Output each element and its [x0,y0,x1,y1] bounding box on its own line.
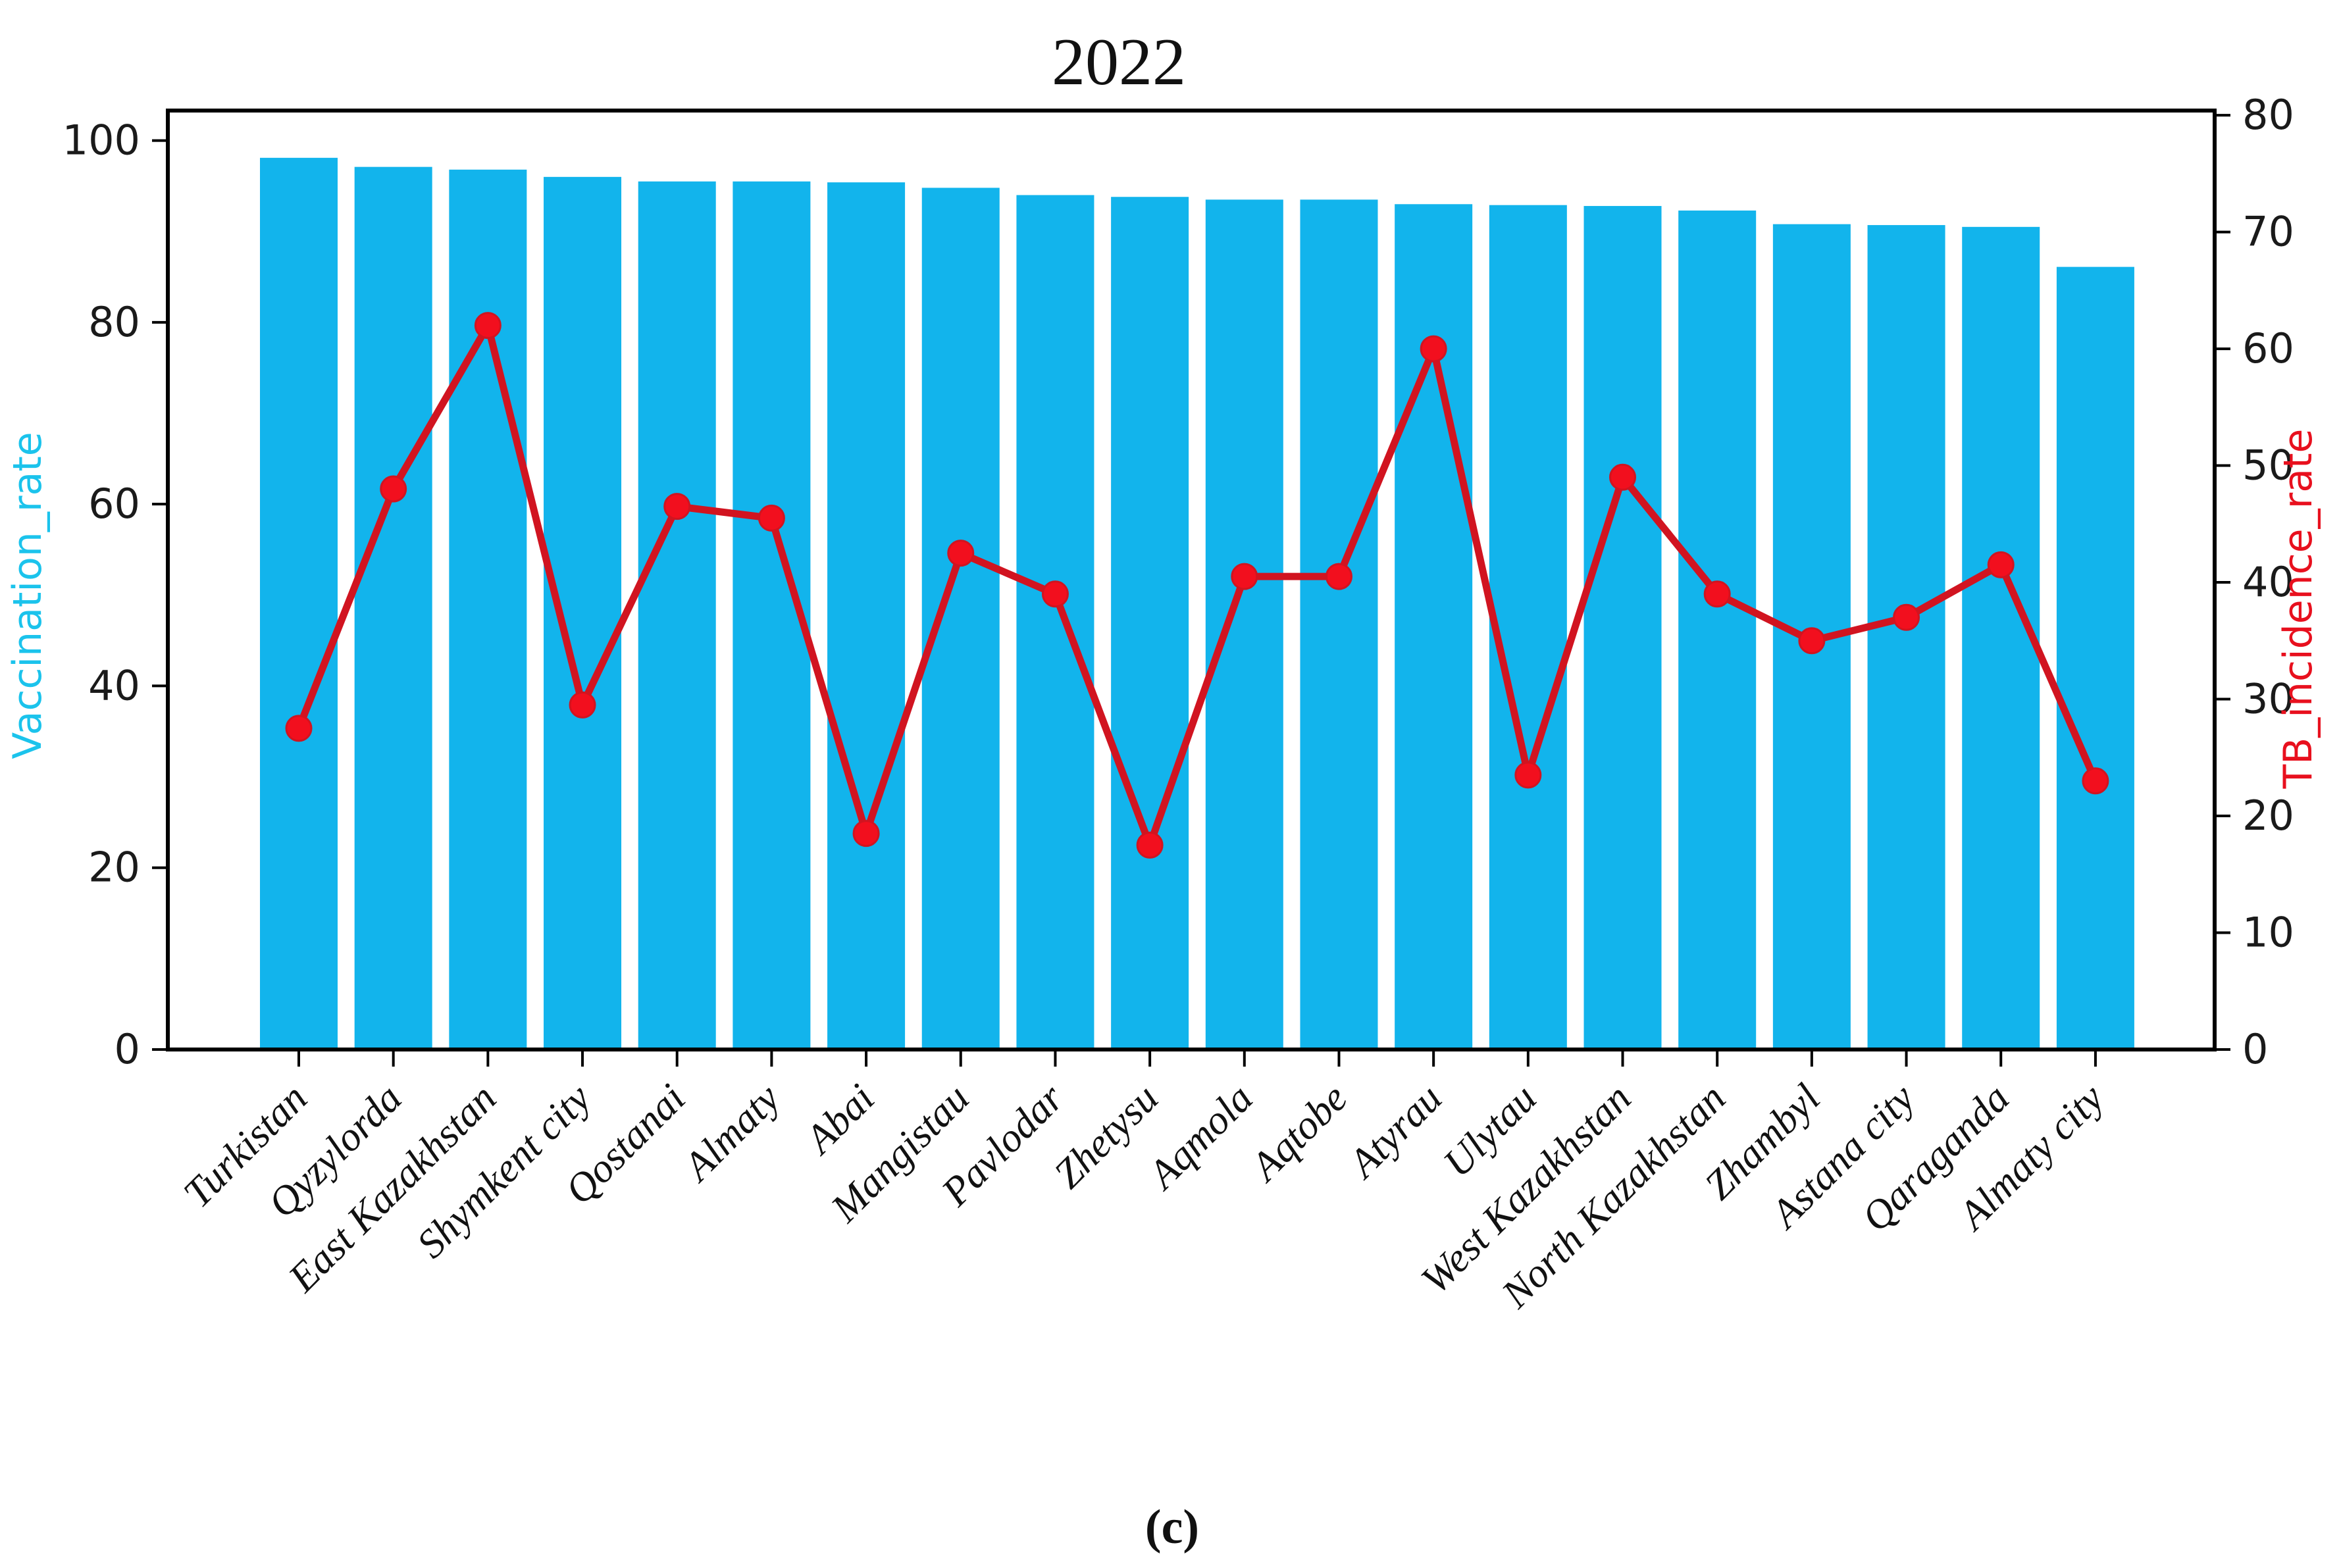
left-axis-label: Vaccination_rate [5,432,51,759]
right-axis-tick-label: 80 [2242,91,2294,139]
left-axis-tick-label: 0 [115,1025,140,1073]
right-axis-tick-label: 10 [2242,909,2294,957]
plot-area: 02040608010001020304050607080TurkistanQy… [63,91,2294,1317]
line-point [474,312,502,340]
bar [1678,210,1757,1050]
line-point [1514,761,1542,789]
right-axis-tick-label: 30 [2242,675,2294,723]
line-point [663,493,691,520]
bar [1962,226,2040,1050]
line-point [1798,627,1826,655]
line-point [1041,580,1069,608]
x-axis-category-label: Zhetysu [1046,1076,1167,1197]
line-point [1703,580,1731,608]
figure-caption: (c) [1145,1500,1199,1554]
line-point [380,475,407,503]
bar [1867,225,1945,1050]
bar [638,181,716,1050]
left-axis-tick-label: 100 [63,116,140,164]
line-series [295,322,2099,849]
plot-border [166,109,2217,1051]
bar [1395,204,1473,1050]
bar [260,157,338,1050]
line-point [1231,563,1258,590]
line-point [1136,831,1164,859]
left-axis-tick-label: 40 [88,661,140,709]
line-point [852,820,880,847]
line-point [947,540,975,567]
left-axis-tick-label: 20 [88,844,140,892]
x-axis-category-label: Atyrau [1339,1076,1451,1188]
bar [1205,199,1283,1050]
x-axis-category-label: Abai [795,1076,883,1164]
right-axis-tick-label: 60 [2242,324,2294,372]
bar [921,188,1000,1050]
right-axis-tick-label: 20 [2242,792,2294,840]
line-point [569,691,596,719]
bar [827,182,906,1050]
bar [354,166,432,1050]
line-point [285,715,313,742]
left-axis-tick-label: 60 [88,480,140,528]
right-axis-tick-label: 40 [2242,558,2294,606]
bar [2056,266,2134,1050]
bar [1300,199,1378,1050]
left-axis-tick-label: 80 [88,298,140,346]
line-point [2082,767,2109,795]
line-point [758,504,785,532]
bar [1111,197,1189,1050]
line-point [1325,563,1352,590]
bar [449,169,527,1050]
right-axis-label: TB_incidence_rate [2275,429,2321,790]
x-axis-category-label: Aqmola [1138,1076,1261,1199]
line-point [1893,603,1920,631]
bar [1583,206,1662,1050]
x-axis-category-label: Almaty [673,1075,788,1190]
line-point [1609,463,1637,491]
right-axis-tick-label: 50 [2242,442,2294,490]
bar [1016,195,1094,1050]
bar [1489,205,1567,1050]
line-point [1987,551,2015,578]
bar [544,176,622,1050]
line-point [1420,335,1447,363]
right-axis-tick-label: 70 [2242,208,2294,256]
right-axis-tick-label: 0 [2242,1025,2268,1073]
x-axis-category-label: Aqtobe [1241,1076,1356,1191]
chart-title: 2022 [1052,25,1186,99]
